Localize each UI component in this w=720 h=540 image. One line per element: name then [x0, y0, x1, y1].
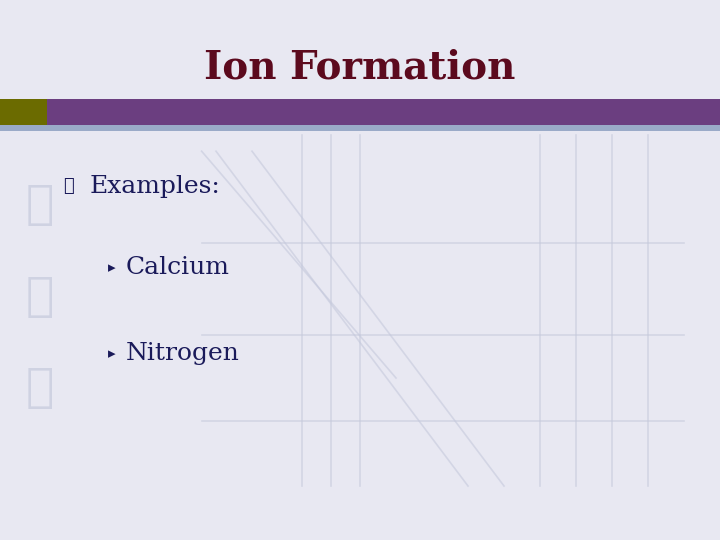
Text: Nitrogen: Nitrogen	[126, 342, 240, 365]
Bar	[47, 99, 720, 125]
Text: Examples:: Examples:	[90, 175, 221, 198]
Bar	[0, 99, 47, 125]
Bar	[0, 125, 720, 131]
Text: 鉴: 鉴	[25, 366, 54, 411]
Text: ▸: ▸	[108, 260, 115, 275]
Text: ▸: ▸	[108, 346, 115, 361]
Text: Ⓠ: Ⓠ	[63, 177, 73, 195]
Text: Calcium: Calcium	[126, 256, 230, 279]
Text: 鉴: 鉴	[25, 274, 54, 320]
Text: Ion Formation: Ion Formation	[204, 49, 516, 86]
Text: 镇: 镇	[25, 183, 54, 228]
